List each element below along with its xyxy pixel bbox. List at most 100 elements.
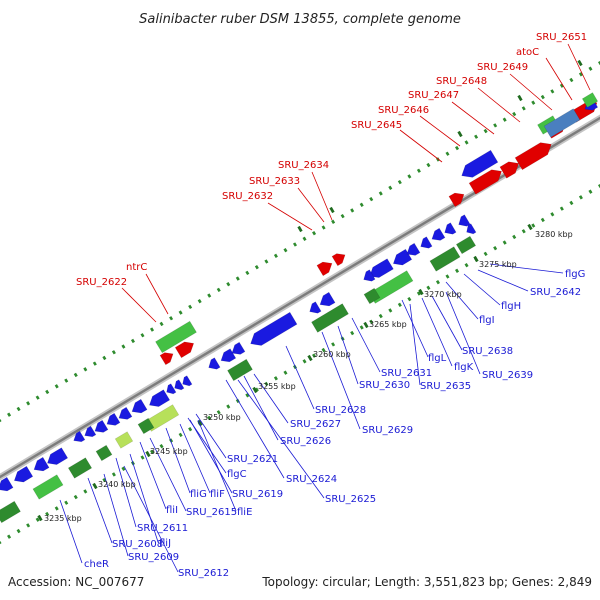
connector-line — [321, 331, 361, 430]
tick-labels: 3235 kbp 3240 kbp 3245 kbp 3250 kbp 3255… — [44, 230, 573, 523]
tick-mark — [102, 477, 107, 483]
tick-label: 3245 kbp — [150, 447, 188, 456]
tick-mark — [521, 106, 526, 111]
rna-feature-box — [311, 303, 349, 333]
connector-line — [165, 427, 191, 494]
tick-mark — [207, 293, 212, 298]
gene-label: SRU_2646 — [378, 105, 429, 116]
gene-label: SRU_2633 — [249, 176, 300, 187]
tick-mark — [283, 248, 288, 253]
tick-mark — [550, 212, 555, 217]
rna-feature-box — [114, 431, 134, 449]
tick-mark — [331, 342, 336, 347]
rna-feature-box — [95, 444, 113, 462]
tick-label: 3270 kbp — [424, 290, 462, 299]
reverse-gene-arrow — [166, 383, 177, 395]
gene-label: SRU_2632 — [222, 191, 273, 202]
tick-mark — [73, 494, 78, 500]
gene-label: SRU_2639 — [482, 370, 533, 381]
tick-mark — [474, 134, 479, 139]
tick-marks — [0, 59, 600, 545]
connector-line — [195, 413, 227, 459]
reverse-gene-arrow — [392, 248, 413, 266]
tick-label: 3235 kbp — [44, 514, 82, 523]
tick-mark — [597, 183, 600, 189]
reverse-gene-arrow — [174, 379, 185, 391]
reverse-gene-arrow — [182, 375, 193, 387]
forward-gene-arrow — [316, 261, 333, 277]
connector-line — [123, 465, 179, 573]
tick-mark — [512, 111, 517, 117]
tick-mark — [150, 449, 155, 455]
connector-line — [129, 453, 159, 543]
reverse-gene-arrow — [131, 398, 148, 414]
tick-mark — [302, 359, 307, 364]
tick-mark — [7, 412, 12, 417]
tick-mark — [569, 77, 574, 83]
connector-line — [179, 423, 211, 494]
major-tick-mark — [297, 225, 303, 233]
tick-mark — [235, 276, 240, 281]
gene-label: SRU_2612 — [178, 568, 229, 579]
reverse-gene-arrow — [46, 447, 69, 465]
reverse-gene-arrow — [309, 301, 322, 314]
tick-mark — [150, 327, 155, 332]
major-tick-mark — [473, 255, 479, 263]
gene-label: SRU_2619 — [232, 489, 283, 500]
forward-gene-arrow — [159, 352, 174, 366]
tick-mark — [159, 444, 164, 449]
major-tick-mark — [92, 482, 98, 490]
connector-line — [189, 419, 233, 494]
tick-mark — [407, 174, 412, 179]
gene-label: flgI — [479, 315, 495, 326]
connector-line — [409, 303, 421, 386]
tick-mark — [540, 217, 545, 223]
tick-mark — [54, 384, 59, 389]
gene-feature-box — [543, 108, 581, 138]
connector-line — [545, 57, 573, 101]
connector-line — [445, 291, 481, 375]
rna-feature-box — [137, 417, 155, 435]
gene-label: SRU_2627 — [290, 419, 341, 430]
tick-mark — [235, 398, 240, 404]
gene-label: SRU_2628 — [315, 405, 366, 416]
tick-mark — [388, 185, 393, 190]
tick-mark — [407, 296, 412, 302]
tick-mark — [216, 410, 221, 415]
connector-line — [431, 295, 463, 351]
tick-mark — [264, 381, 269, 387]
tick-mark — [359, 325, 364, 330]
connector-line — [59, 499, 83, 564]
reverse-gene-arrow — [13, 465, 34, 483]
gene-label: flgL — [428, 353, 447, 364]
gene-label: SRU_2647 — [408, 90, 459, 101]
reverse-gene-arrow — [84, 425, 97, 438]
tick-mark — [121, 466, 126, 471]
tick-mark — [540, 94, 545, 100]
tick-mark — [273, 376, 278, 381]
connector-line — [243, 375, 279, 441]
tick-mark — [435, 279, 440, 285]
rna-feature-box — [581, 92, 599, 108]
reverse-gene-arrow — [420, 236, 433, 249]
tick-mark — [264, 259, 269, 264]
connector-line — [477, 269, 529, 292]
gene-label: fliJ — [159, 538, 171, 549]
connector-line — [477, 87, 521, 123]
reverse-gene-arrow — [73, 430, 86, 443]
tick-mark — [207, 415, 212, 421]
gene-label: flgG — [565, 269, 585, 280]
tick-label: 3265 kbp — [369, 320, 407, 329]
reverse-gene-arrow — [208, 357, 221, 370]
connector-line — [87, 477, 113, 544]
major-tick-mark — [329, 206, 335, 214]
gene-label: flgH — [501, 301, 521, 312]
gene-label: SRU_2645 — [351, 120, 402, 131]
rna-feature-box — [32, 474, 64, 500]
connector-line — [149, 437, 187, 512]
tick-mark — [397, 179, 402, 185]
tick-mark — [369, 196, 374, 202]
major-tick-mark — [252, 386, 258, 394]
tick-mark — [397, 302, 402, 307]
gene-label: SRU_2638 — [462, 346, 513, 357]
